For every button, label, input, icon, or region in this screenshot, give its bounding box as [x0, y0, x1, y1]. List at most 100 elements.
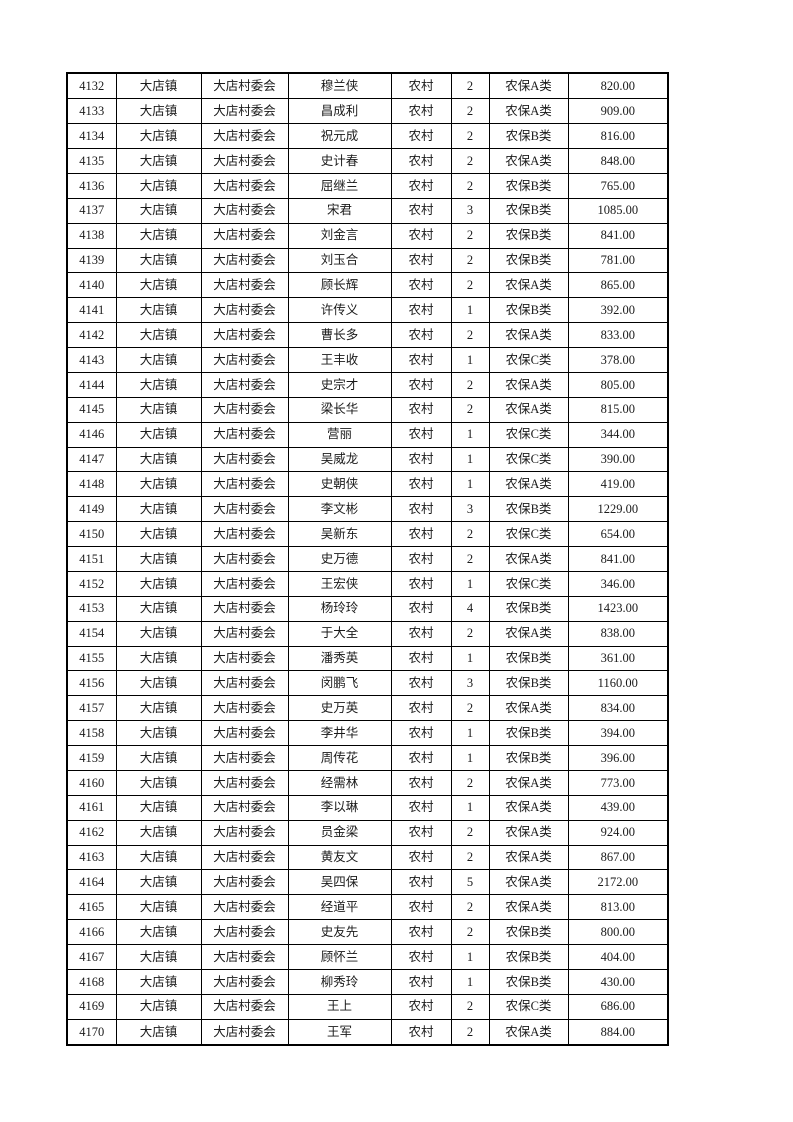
cell-category: 农保B类	[488, 720, 569, 747]
cell-category: 农保A类	[488, 322, 569, 349]
cell-category: 农保A类	[488, 98, 569, 125]
table-row: 4155 大店镇 大店村委会 潘秀英 农村 1 农保B类 361.00	[66, 645, 669, 672]
cell-amount: 816.00	[567, 123, 669, 150]
cell-amount: 394.00	[567, 720, 669, 747]
cell-persons: 2	[450, 546, 490, 572]
cell-residence: 农村	[390, 197, 452, 224]
table-row: 4146 大店镇 大店村委会 营丽 农村 1 农保C类 344.00	[66, 421, 669, 448]
cell-town: 大店镇	[115, 123, 202, 150]
table-row: 4137 大店镇 大店村委会 宋君 农村 3 农保B类 1085.00	[66, 197, 669, 224]
cell-name: 吴四保	[287, 869, 392, 896]
cell-amount: 848.00	[567, 148, 669, 174]
table-row: 4165 大店镇 大店村委会 经道平 农村 2 农保A类 813.00	[66, 894, 669, 921]
cell-town: 大店镇	[115, 670, 202, 697]
cell-persons: 2	[450, 396, 490, 423]
cell-town: 大店镇	[115, 546, 202, 572]
cell-town: 大店镇	[115, 72, 202, 100]
cell-village: 大店村委会	[200, 172, 289, 199]
table-row: 4147 大店镇 大店村委会 吴威龙 农村 1 农保C类 390.00	[66, 446, 669, 473]
cell-residence: 农村	[390, 297, 452, 324]
cell-name: 吴新东	[287, 521, 392, 548]
cell-id: 4132	[66, 72, 117, 100]
cell-persons: 2	[450, 819, 490, 846]
cell-name: 刘金言	[287, 222, 392, 249]
cell-village: 大店村委会	[200, 944, 289, 970]
table-row: 4154 大店镇 大店村委会 于大全 农村 2 农保A类 838.00	[66, 620, 669, 647]
cell-village: 大店村委会	[200, 695, 289, 722]
cell-id: 4138	[66, 222, 117, 249]
cell-id: 4152	[66, 570, 117, 597]
cell-town: 大店镇	[115, 919, 202, 946]
cell-category: 农保C类	[488, 993, 569, 1020]
cell-category: 农保B类	[488, 222, 569, 249]
cell-category: 农保B类	[488, 247, 569, 274]
cell-category: 农保A类	[488, 894, 569, 921]
cell-amount: 884.00	[567, 1018, 669, 1046]
cell-persons: 2	[450, 123, 490, 150]
cell-category: 农保B类	[488, 197, 569, 224]
cell-persons: 1	[450, 944, 490, 970]
cell-name: 闵鹏飞	[287, 670, 392, 697]
cell-persons: 1	[450, 794, 490, 821]
cell-persons: 1	[450, 720, 490, 747]
cell-residence: 农村	[390, 993, 452, 1020]
cell-name: 营丽	[287, 421, 392, 448]
cell-id: 4148	[66, 471, 117, 498]
cell-persons: 1	[450, 645, 490, 672]
cell-id: 4136	[66, 172, 117, 199]
cell-residence: 农村	[390, 794, 452, 821]
cell-amount: 346.00	[567, 570, 669, 597]
cell-name: 许传义	[287, 297, 392, 324]
cell-village: 大店村委会	[200, 720, 289, 747]
cell-name: 穆兰侠	[287, 72, 392, 100]
table-row: 4167 大店镇 大店村委会 顾怀兰 农村 1 农保B类 404.00	[66, 944, 669, 970]
cell-village: 大店村委会	[200, 1018, 289, 1046]
cell-id: 4153	[66, 595, 117, 622]
cell-id: 4147	[66, 446, 117, 473]
cell-town: 大店镇	[115, 421, 202, 448]
cell-village: 大店村委会	[200, 371, 289, 398]
cell-persons: 2	[450, 620, 490, 647]
table-row: 4132 大店镇 大店村委会 穆兰侠 农村 2 农保A类 820.00	[66, 72, 669, 100]
cell-amount: 773.00	[567, 769, 669, 796]
cell-persons: 3	[450, 197, 490, 224]
cell-residence: 农村	[390, 247, 452, 274]
cell-town: 大店镇	[115, 247, 202, 274]
cell-residence: 农村	[390, 396, 452, 423]
cell-town: 大店镇	[115, 794, 202, 821]
cell-id: 4160	[66, 769, 117, 796]
cell-id: 4168	[66, 968, 117, 995]
cell-name: 昌成利	[287, 98, 392, 125]
cell-village: 大店村委会	[200, 421, 289, 448]
table-row: 4159 大店镇 大店村委会 周传花 农村 1 农保B类 396.00	[66, 745, 669, 771]
cell-category: 农保B类	[488, 745, 569, 771]
cell-name: 史万德	[287, 546, 392, 572]
cell-name: 吴威龙	[287, 446, 392, 473]
cell-amount: 686.00	[567, 993, 669, 1020]
cell-residence: 农村	[390, 72, 452, 100]
cell-residence: 农村	[390, 421, 452, 448]
cell-persons: 2	[450, 919, 490, 946]
cell-persons: 2	[450, 322, 490, 349]
table-body: 4132 大店镇 大店村委会 穆兰侠 农村 2 农保A类 820.00 4133 大店镇 大店村委会…	[66, 72, 669, 1046]
cell-amount: 865.00	[567, 272, 669, 299]
cell-category: 农保C类	[488, 421, 569, 448]
cell-persons: 3	[450, 670, 490, 697]
cell-residence: 农村	[390, 695, 452, 722]
cell-amount: 654.00	[567, 521, 669, 548]
cell-amount: 800.00	[567, 919, 669, 946]
cell-town: 大店镇	[115, 496, 202, 523]
cell-residence: 农村	[390, 944, 452, 970]
cell-category: 农保A类	[488, 869, 569, 896]
cell-id: 4149	[66, 496, 117, 523]
cell-village: 大店村委会	[200, 595, 289, 622]
table-row: 4138 大店镇 大店村委会 刘金言 农村 2 农保B类 841.00	[66, 222, 669, 249]
cell-category: 农保A类	[488, 844, 569, 871]
cell-town: 大店镇	[115, 148, 202, 174]
cell-persons: 1	[450, 347, 490, 373]
cell-residence: 农村	[390, 172, 452, 199]
cell-village: 大店村委会	[200, 993, 289, 1020]
cell-id: 4154	[66, 620, 117, 647]
cell-id: 4151	[66, 546, 117, 572]
cell-village: 大店村委会	[200, 347, 289, 373]
